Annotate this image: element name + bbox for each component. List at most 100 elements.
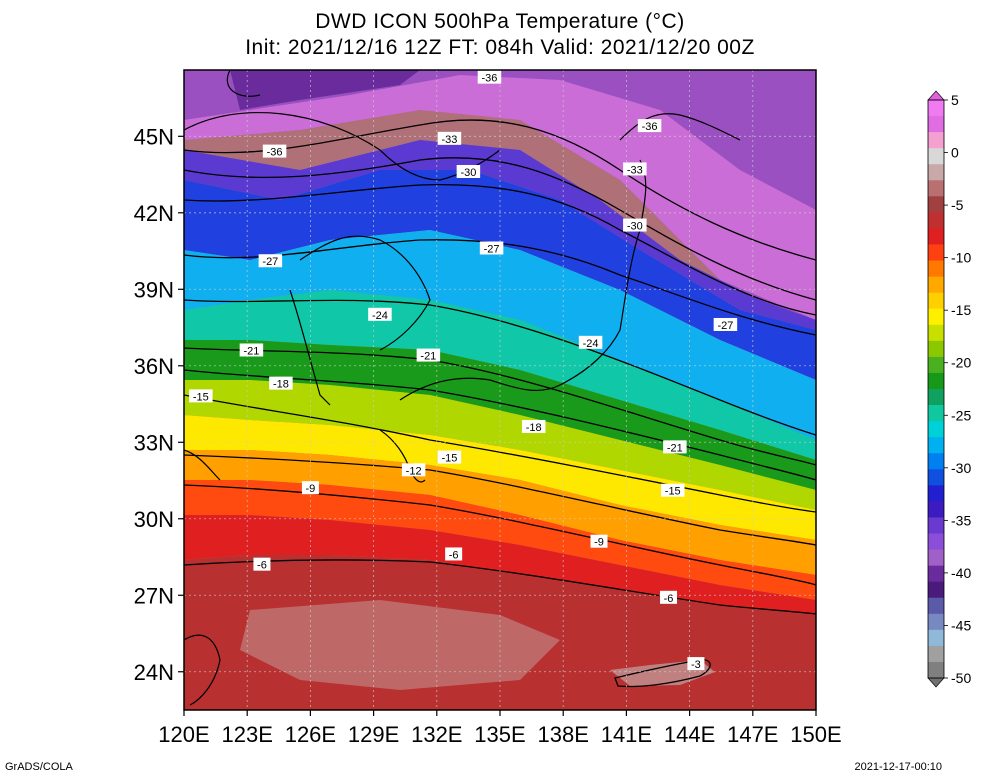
- contour-label-box: [663, 440, 687, 454]
- lon-tick-label: 144E: [664, 722, 715, 747]
- contour-labels: -36 -36 -36 -33 -33 -30 -30 -27 -27 -27 -24 -24 -21 -…: [189, 70, 738, 671]
- contour-label-box: [456, 164, 481, 178]
- contour-label: -36: [642, 121, 658, 133]
- contour-label: -12: [406, 465, 422, 477]
- colorbar-swatch: [928, 292, 944, 310]
- band-deep-purple: [230, 70, 420, 110]
- contour-label: -24: [583, 338, 599, 350]
- contour-label-box: [239, 343, 264, 357]
- colorbar-swatch: [928, 421, 944, 438]
- colorbar-swatch: [928, 132, 944, 149]
- footer-credit: GrADS/COLA: [5, 761, 73, 773]
- lat-tick-label: 36N: [134, 354, 174, 379]
- lon-tick-label: 120E: [158, 722, 209, 747]
- footer-timestamp: 2021-12-17-00:10: [854, 761, 942, 773]
- colorbar-swatch: [928, 629, 944, 647]
- lat-tick-label: 39N: [134, 277, 174, 302]
- lon-tick-label: 132E: [411, 722, 462, 747]
- contour-label-box: [477, 70, 502, 84]
- colorbar-tick-label: -15: [951, 302, 971, 318]
- colorbar-swatch: [928, 372, 944, 390]
- colorbar-tick-label: -10: [951, 250, 971, 266]
- band-orange: [184, 450, 816, 575]
- contour-label: -15: [193, 391, 209, 403]
- contour-label-box: [578, 335, 603, 349]
- contour-label-box: [368, 307, 392, 321]
- band-rose-patch: [240, 600, 560, 690]
- contour-label: -15: [441, 453, 457, 465]
- contour-label-box: [713, 317, 738, 331]
- contour-label-box: [437, 450, 462, 464]
- contour-label-box: [401, 463, 426, 477]
- band-cyan: [184, 230, 816, 440]
- colorbar-swatch: [928, 469, 944, 486]
- lon-tick-label: 138E: [538, 722, 589, 747]
- contour-label: -27: [484, 243, 500, 255]
- colorbar-swatch: [928, 244, 944, 262]
- colorbar-swatch: [928, 308, 944, 326]
- contour-label: -30: [460, 167, 476, 179]
- contour-label-box: [623, 218, 647, 232]
- chart-title: DWD ICON 500hPa Temperature (°C): [315, 10, 685, 33]
- contour-label-box: [253, 557, 271, 571]
- band-green: [184, 340, 816, 490]
- contour-label: -9: [594, 537, 604, 549]
- lat-tick-label: 27N: [134, 583, 174, 608]
- contour-label: -30: [627, 221, 643, 233]
- contour-label-box: [262, 144, 287, 158]
- band-teal: [184, 290, 816, 460]
- lon-tick-label: 123E: [222, 722, 273, 747]
- colorbar-swatch: [928, 228, 944, 245]
- contour-label: -6: [449, 549, 459, 561]
- contour-label-box: [437, 131, 462, 145]
- lat-tick-label: 45N: [134, 124, 174, 149]
- contour-label-box: [660, 590, 678, 604]
- colorbar-swatch: [928, 581, 944, 599]
- contour-label: -33: [627, 164, 643, 176]
- colorbar-swatch: [928, 517, 944, 534]
- colorbar-tick-label: -35: [951, 512, 971, 528]
- band-yellow: [184, 415, 816, 540]
- colorbar-tick-label: -25: [951, 407, 971, 423]
- band-violet: [184, 75, 816, 320]
- colorbar-swatch: [928, 100, 944, 117]
- isotherms: [184, 119, 816, 688]
- contour-label-box: [660, 483, 685, 497]
- lon-tick-label: 135E: [474, 722, 525, 747]
- colorbar-swatch: [928, 661, 944, 679]
- contour-label-box: [479, 241, 504, 255]
- contour-label-box: [416, 348, 441, 362]
- contour-label: -3: [691, 659, 701, 671]
- contour-label: -33: [441, 134, 457, 146]
- colorbar-swatch: [928, 485, 944, 502]
- contour-label-box: [445, 547, 463, 561]
- contour-label: -6: [664, 593, 674, 605]
- contour-label-box: [301, 481, 319, 495]
- chart-subtitle: Init: 2021/12/16 12Z FT: 084h Valid: 202…: [245, 36, 755, 59]
- colorbar-tick-label: -5: [951, 197, 964, 213]
- graticule: [184, 70, 816, 710]
- lon-tick-label: 150E: [790, 722, 841, 747]
- colorbar-tick-label: -20: [951, 355, 971, 371]
- colorbar-swatch: [928, 260, 944, 278]
- contour-label: -24: [372, 310, 388, 322]
- colorbar-swatch: [928, 324, 944, 342]
- colorbar-swatch: [928, 501, 944, 518]
- contour-label: -21: [667, 442, 683, 454]
- contour-label-box: [189, 389, 213, 403]
- colorbar-swatch: [928, 196, 944, 213]
- lon-tick-label: 129E: [348, 722, 399, 747]
- colorbar-bottom-arrow: [927, 677, 945, 688]
- contour-label-box: [269, 376, 293, 390]
- lat-tick-label: 42N: [134, 201, 174, 226]
- colorbar-tick-label: -50: [951, 670, 971, 686]
- lon-tick-label: 141E: [601, 722, 652, 747]
- contour-label: -27: [717, 320, 733, 332]
- colorbar-swatch: [928, 533, 944, 551]
- colorbar-swatch: [928, 116, 944, 133]
- contour-label: -15: [665, 486, 681, 498]
- contour-label: -21: [243, 345, 259, 357]
- colorbar-swatch: [928, 356, 944, 374]
- colorbar-swatch: [928, 453, 944, 470]
